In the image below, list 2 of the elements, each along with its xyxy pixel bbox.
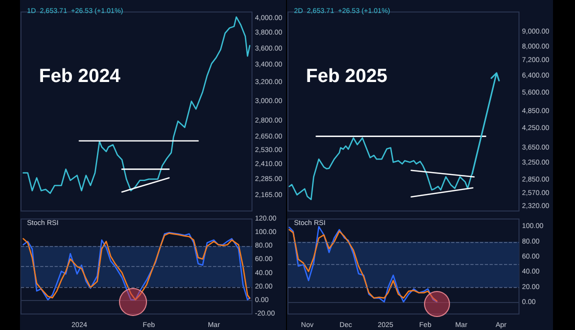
text: Feb 2025 [306,66,388,87]
text: Feb 2024 [39,66,121,87]
